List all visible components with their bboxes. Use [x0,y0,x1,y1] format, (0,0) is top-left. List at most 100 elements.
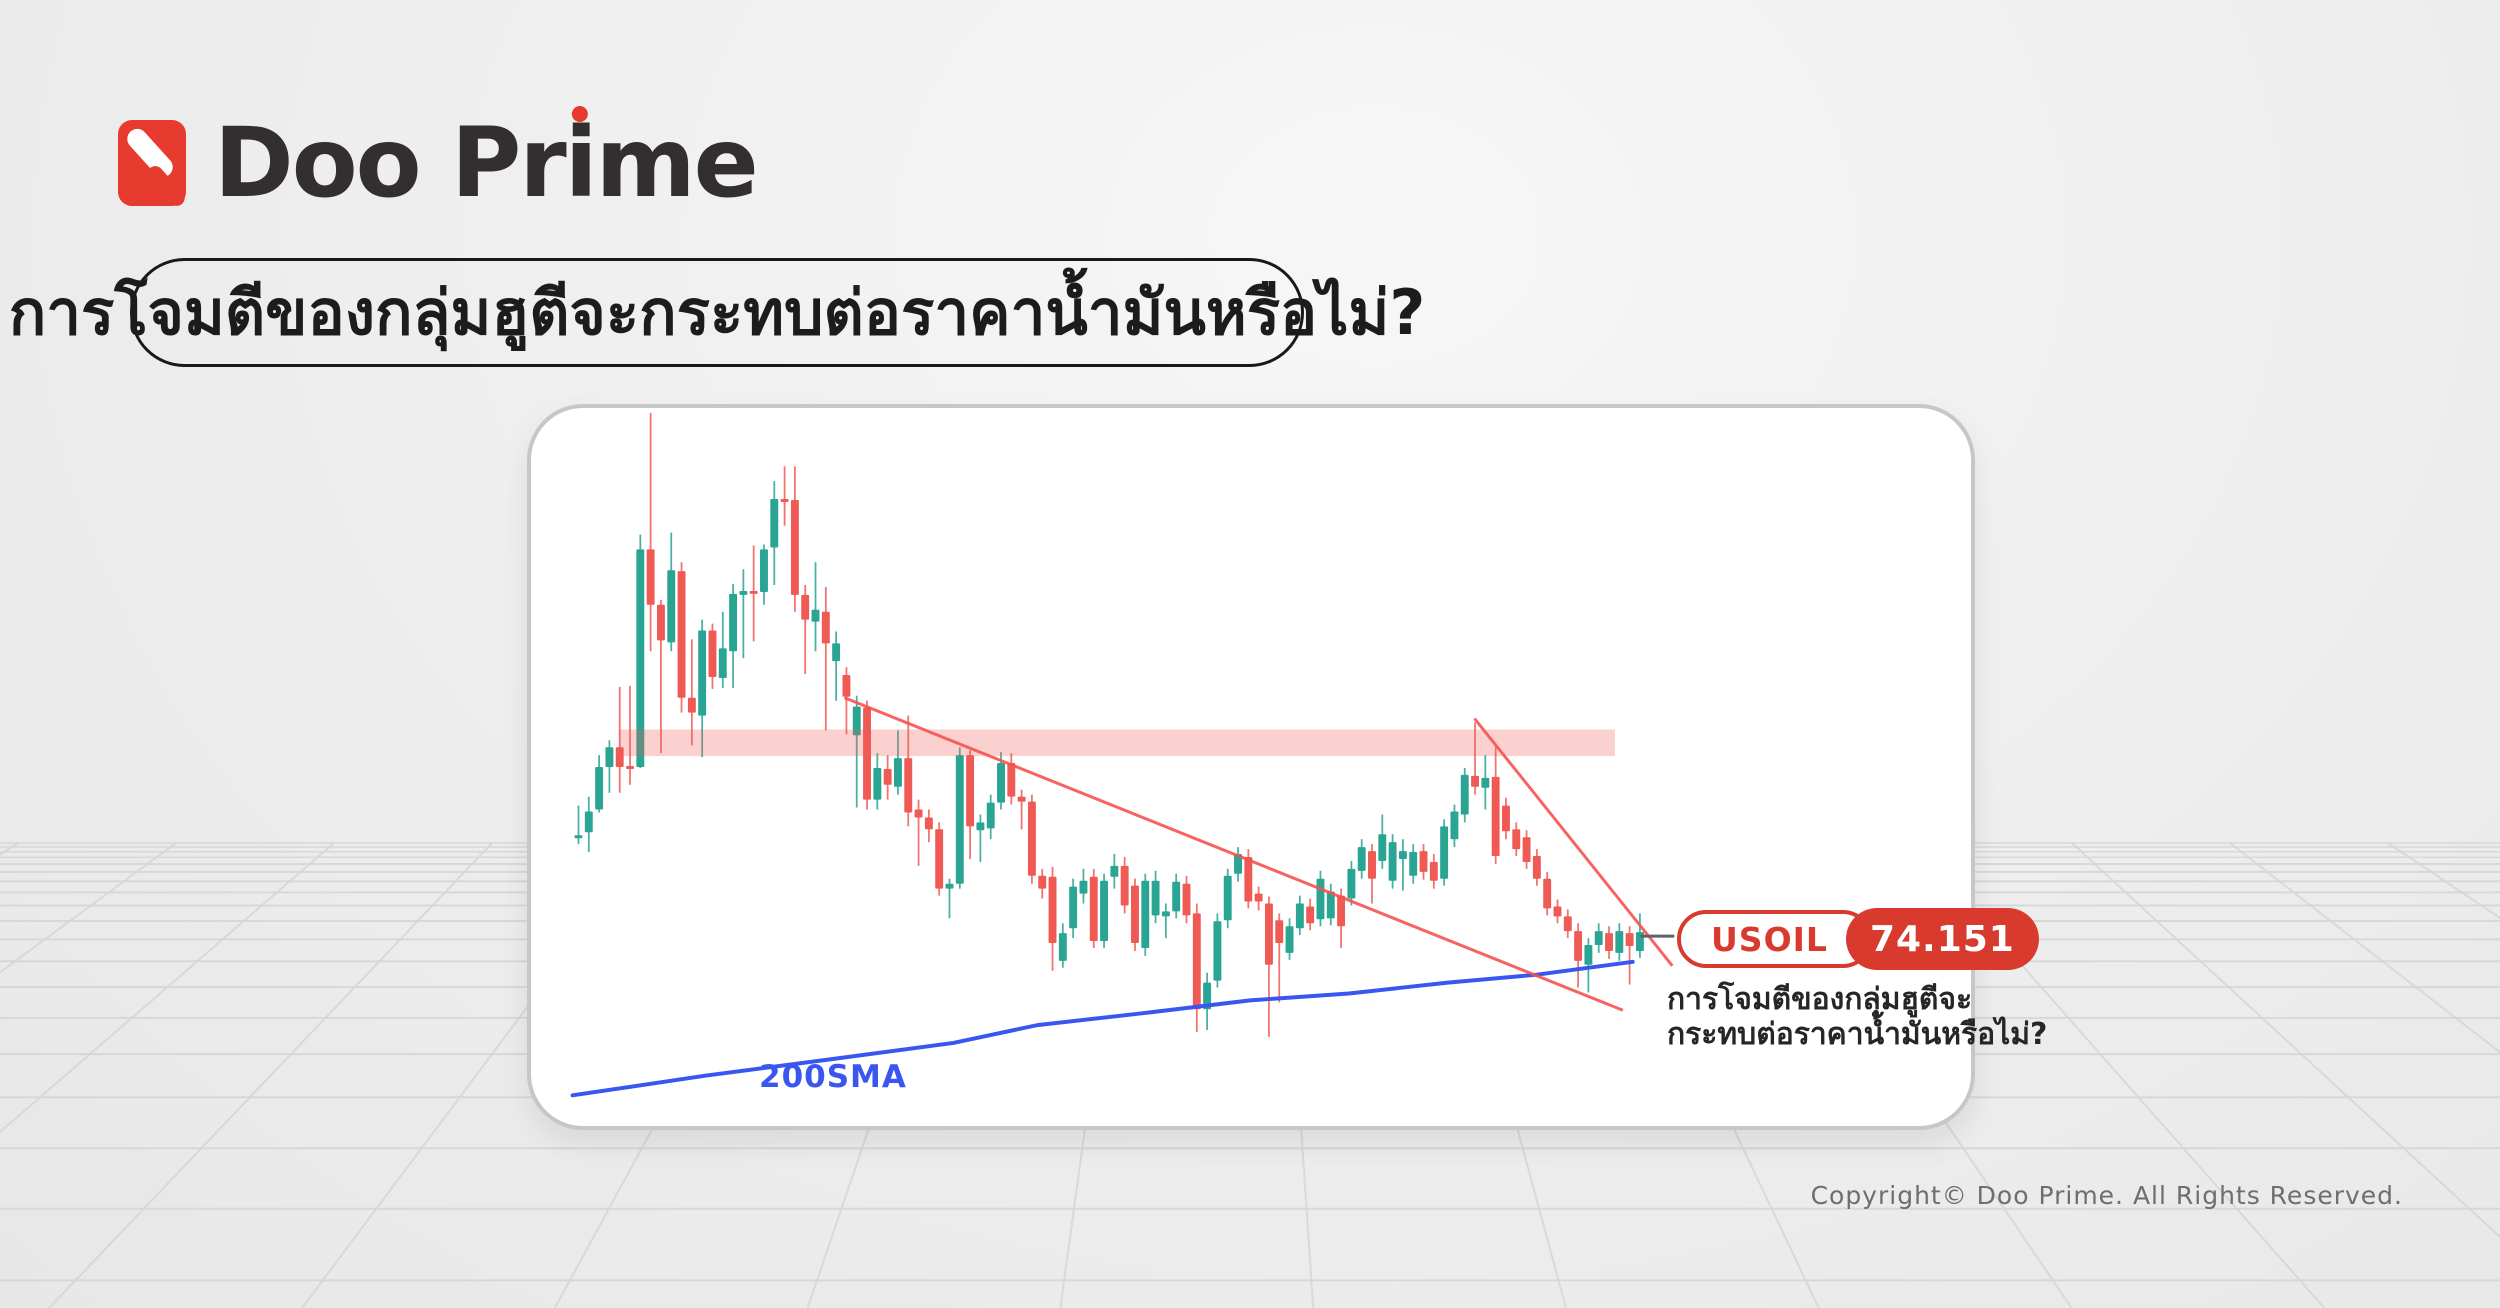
candle-body [842,675,851,697]
candle-body [1192,913,1201,1010]
resistance-zone [619,729,1615,757]
candle-body [801,594,810,620]
candle-body [1089,876,1098,942]
candle-body [1048,876,1057,944]
candle-body [1120,865,1129,906]
candle-body [1285,926,1294,953]
chart-caption: การโจมตีของกลุ่มฮูตีจะ กระทบต่อราคาน้ำมั… [1667,982,2047,1052]
grid-ray-line [2229,842,2500,1054]
grid-ray-line [48,842,493,1308]
candle-body [687,697,696,713]
candle-body [1563,916,1572,932]
candle-body [976,822,985,831]
candle-body [1625,933,1634,947]
candle-body [1161,911,1170,917]
candle-body [1244,856,1253,902]
candle-body [924,817,933,830]
candle-body [883,768,892,785]
candle-body [955,755,964,884]
candle-body [904,758,913,813]
candle-body [739,590,748,595]
candle-body [698,630,707,716]
grid-ray-line [2071,842,2500,1239]
candle-body [749,590,758,594]
candle-body [893,758,902,787]
candle-body [1007,763,1016,797]
candle-body [1532,856,1541,879]
candle-body [1512,829,1521,850]
candle-body [760,549,768,592]
candle-body [1234,854,1242,874]
candle-body [1151,880,1160,916]
candle-body [1398,851,1407,859]
brand-i-red-dot: i [564,107,598,219]
candle-body [1203,982,1212,1010]
candle-body [1471,775,1479,787]
candle-body [718,648,727,678]
candle-body [1481,777,1490,788]
candle-body [626,766,634,769]
candle-body [1110,865,1119,877]
candle-body [1254,893,1263,902]
candle-body [997,763,1005,803]
candle-body [1017,796,1026,802]
candle-body [1213,921,1222,981]
candle-body [1460,774,1469,815]
candle-body [914,809,923,818]
candle-body [1337,895,1346,927]
chart-card: 200SMA USOIL 74.151 การโจมตีของกลุ่มฮูตี… [527,404,2047,1130]
candle-body [595,767,604,810]
candle-body [1440,826,1449,879]
candle-body [1295,903,1304,929]
grid-ray-line [2387,842,2500,920]
candle-body [811,609,820,622]
price-badge: USOIL 74.151 [1677,908,2039,970]
candle-body [708,630,717,678]
candle-body [1275,920,1284,944]
candle-body [1131,885,1139,944]
sma-line [570,959,1635,1098]
candle-body [790,499,799,595]
candle-body [1326,891,1335,919]
candle-body [873,767,882,800]
candle-body [677,571,686,698]
candle-body [1316,878,1325,920]
candle-body [986,802,995,829]
candle-body [1409,852,1418,876]
candle-body [1388,842,1397,881]
candle-body [729,593,738,652]
candle-body [1100,880,1109,942]
candle-body [1038,875,1047,889]
headline-pill: การโจมตีของกลุ่มฮูตีจะกระทบต่อราคาน้ำมัน… [9,258,1425,367]
candle-body [1378,834,1387,861]
candle-body [1306,906,1315,924]
candle-body [1347,868,1356,899]
candle-body [945,883,954,889]
candle-body [1182,883,1191,916]
candle-body [966,755,975,827]
candle-body [605,747,614,767]
candle-body [821,611,830,644]
candle-body [574,835,583,839]
candle-body [636,549,645,767]
trendline-steep [1473,717,1674,967]
candle-body [646,549,655,605]
candle-body [1574,931,1583,961]
candle-body [1584,945,1593,965]
copyright-text: Copyright© Doo Prime. All Rights Reserve… [1810,1181,2403,1210]
candle-body [1357,847,1366,871]
candle-body [1522,837,1531,862]
headline-text: การโจมตีของกลุ่มฮูตีจะกระทบต่อราคาน้ำมัน… [8,275,1426,349]
grid-ray-line [0,842,335,1134]
candle-body [1502,805,1510,832]
brand-wordmark: Doo Prime [214,107,759,219]
candle-body [615,747,624,767]
candlestick-chart [570,412,1675,1098]
price-pill: 74.151 [1845,908,2039,970]
candle-body [1058,933,1067,961]
chart-caption-line1: การโจมตีของกลุ่มฮูตีจะ [1667,982,1973,1017]
candle-body [1141,880,1150,948]
candle-body [863,707,871,800]
sma-label: 200SMA [759,1059,907,1095]
candle-body [1419,851,1428,872]
